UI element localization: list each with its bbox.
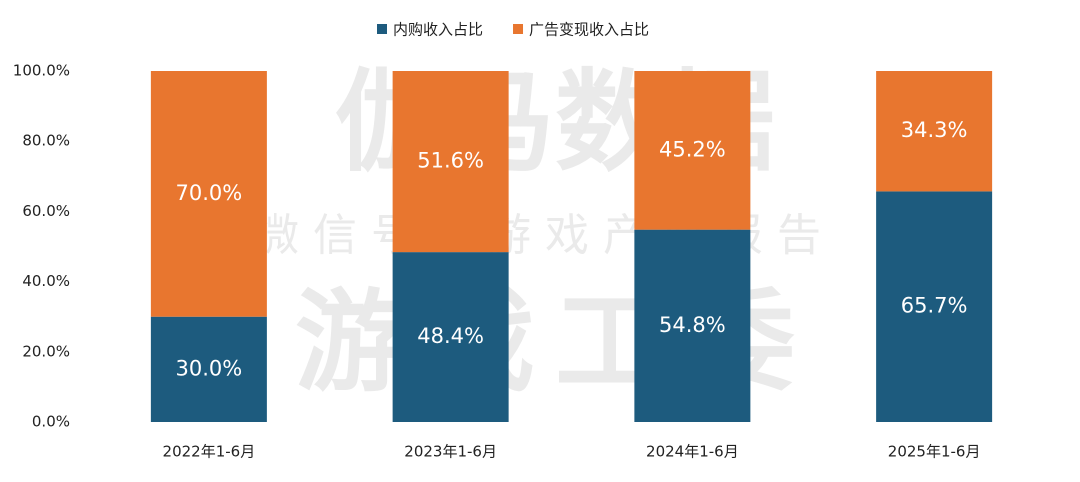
value-label: 65.7% xyxy=(901,294,968,318)
value-label: 70.0% xyxy=(176,181,243,205)
y-tick-label: 100.0% xyxy=(13,62,70,80)
y-tick-label: 60.0% xyxy=(22,202,70,220)
x-tick-label: 2024年1-6月 xyxy=(646,443,739,461)
y-tick-label: 0.0% xyxy=(32,413,70,431)
y-tick-label: 20.0% xyxy=(22,342,70,360)
bar-segment xyxy=(634,229,751,422)
x-tick-label: 2023年1-6月 xyxy=(404,443,497,461)
bar-segment xyxy=(150,316,267,422)
value-label: 45.2% xyxy=(659,137,726,161)
legend-label: 广告变现收入占比 xyxy=(529,21,649,39)
bar-segment xyxy=(392,71,509,253)
bar-segment xyxy=(150,71,267,317)
y-tick-label: 40.0% xyxy=(22,272,70,290)
value-label: 51.6% xyxy=(417,149,484,173)
value-label: 30.0% xyxy=(176,356,243,380)
value-label: 48.4% xyxy=(417,324,484,348)
legend-label: 内购收入占比 xyxy=(393,21,483,39)
bar-segment xyxy=(634,71,751,230)
bar-segment xyxy=(876,191,993,422)
value-label: 54.8% xyxy=(659,313,726,337)
bar-segment xyxy=(876,71,993,192)
x-tick-label: 2025年1-6月 xyxy=(888,443,981,461)
legend-swatch xyxy=(513,24,524,34)
legend-swatch xyxy=(377,24,387,34)
bar-segment xyxy=(392,252,509,422)
y-tick-label: 80.0% xyxy=(22,132,70,150)
x-tick-label: 2022年1-6月 xyxy=(163,443,256,461)
value-label: 34.3% xyxy=(901,118,968,142)
